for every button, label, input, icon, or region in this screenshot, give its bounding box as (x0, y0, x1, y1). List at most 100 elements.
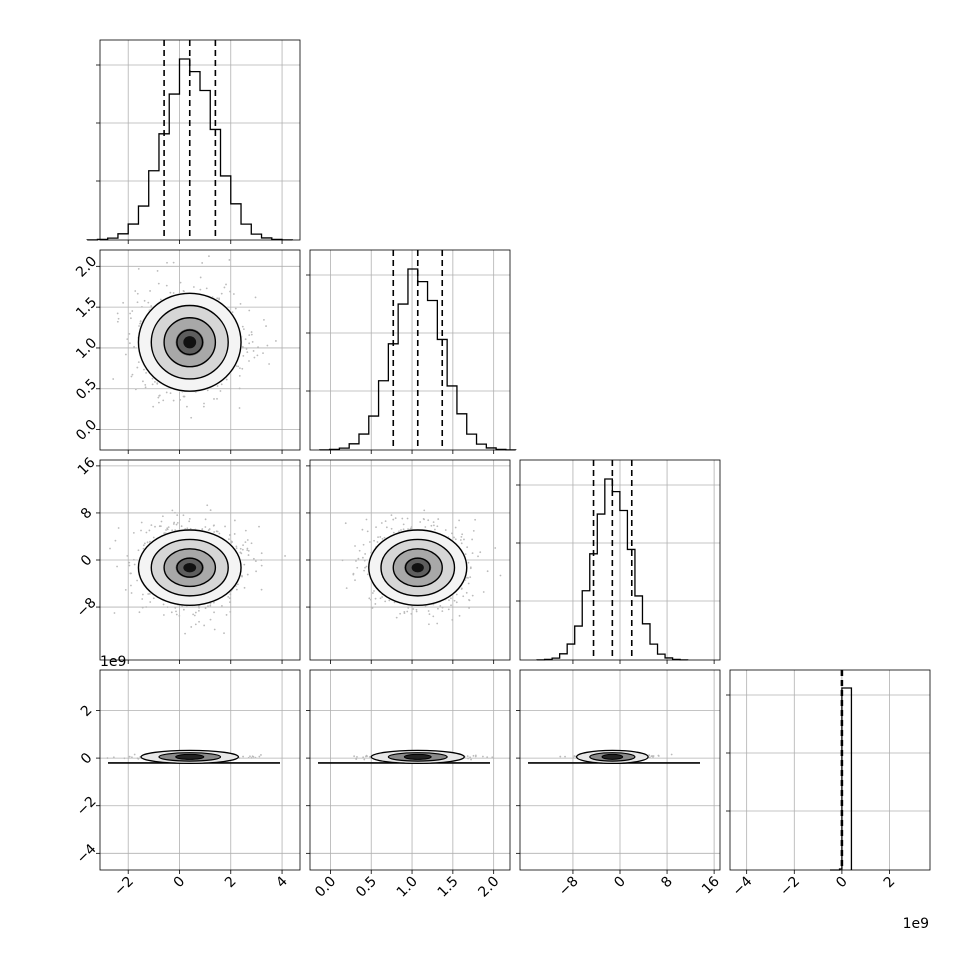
scatter-point (238, 757, 241, 759)
scatter-point (129, 312, 131, 315)
scatter-point (141, 606, 144, 609)
scatter-point (145, 531, 148, 534)
scatter-point (209, 604, 212, 607)
scatter-point (458, 614, 461, 617)
scatter-point (233, 533, 236, 535)
scatter-point (355, 560, 357, 562)
scatter-point (188, 520, 191, 523)
scatter-point (171, 529, 174, 532)
scatter-point (154, 525, 156, 528)
scatter-point (357, 557, 360, 560)
scatter-point (169, 291, 172, 294)
scatter-point (142, 380, 144, 383)
scatter-point (472, 530, 475, 532)
scatter-point (179, 398, 182, 401)
scatter-point (131, 373, 134, 376)
scatter-point (410, 612, 413, 615)
scatter-point (234, 307, 237, 310)
scatter-point (368, 541, 371, 543)
scatter-point (365, 755, 367, 758)
scatter-point (216, 385, 219, 387)
scatter-point (213, 628, 216, 631)
scatter-point (151, 377, 154, 380)
scatter-point (242, 755, 244, 758)
scatter-point (203, 624, 206, 627)
x-tick-label: −2 (777, 874, 803, 900)
scatter-point (240, 574, 243, 577)
hist-1-frame (309, 249, 511, 451)
scatter-point (403, 611, 406, 613)
x-ticks-0 (127, 660, 283, 664)
hist-0-frame (99, 39, 301, 241)
scatter-point (221, 605, 223, 607)
scatter-point (436, 622, 439, 625)
scatter-point (361, 556, 364, 559)
scatter-point (572, 756, 575, 759)
scatter-point (412, 608, 415, 610)
scatter-point (373, 539, 375, 542)
scatter-point (250, 331, 253, 333)
scatter-point (459, 539, 462, 541)
x-scale-label: 1e9 (903, 916, 929, 932)
x-ticks-3: −4 −2 0 2 (730, 870, 898, 900)
scatter-point (428, 623, 430, 626)
scatter-point (213, 611, 215, 614)
scatter-point (242, 354, 245, 357)
scatter-point (258, 525, 260, 528)
scatter-point (156, 382, 159, 385)
scatter-point (136, 292, 139, 295)
scatter-point (209, 602, 212, 605)
scatter-point (128, 561, 131, 564)
scatter-point (126, 555, 129, 557)
scatter-point (401, 517, 404, 520)
scatter-point (117, 527, 120, 529)
scatter-point (133, 753, 136, 756)
scatter-point (184, 632, 186, 635)
panel-3-1-grid (310, 670, 510, 870)
scatter-point (199, 276, 202, 279)
scatter-point (158, 394, 161, 397)
scatter-point (106, 757, 109, 759)
scatter-point (392, 531, 395, 534)
scatter-point (237, 365, 240, 368)
scatter-point (250, 757, 253, 759)
scatter-point (136, 301, 139, 304)
scatter-point (366, 530, 369, 533)
scatter-point (369, 598, 372, 601)
scatter-point (198, 620, 200, 623)
x-tick-label: 0.5 (353, 874, 380, 901)
scatter-point (180, 525, 183, 528)
scatter-point (128, 564, 131, 567)
scatter-point (356, 566, 359, 569)
scatter-point (244, 541, 247, 544)
scatter-point (254, 756, 257, 759)
scatter-point (201, 528, 204, 530)
scatter-point (437, 607, 439, 610)
scatter-point (128, 332, 131, 335)
scatter-point (134, 388, 137, 391)
scatter-point (450, 597, 452, 600)
scatter-point (128, 342, 131, 345)
scatter-point (363, 569, 365, 572)
scatter-point (228, 538, 230, 541)
scatter-point (205, 287, 208, 290)
scatter-point (381, 537, 384, 540)
scatter-point (141, 593, 144, 596)
scatter-point (384, 520, 387, 523)
scatter-point (140, 529, 142, 532)
scatter-point (469, 756, 472, 759)
scatter-point (114, 539, 117, 542)
scatter-point (250, 542, 253, 545)
hist-0-grid (100, 40, 300, 240)
scatter-point (258, 755, 261, 758)
scatter-point (218, 297, 220, 300)
scatter-point (363, 758, 366, 761)
scatter-point (144, 384, 147, 386)
scatter-point (437, 518, 440, 520)
scatter-point (422, 517, 425, 520)
scatter-point (241, 367, 244, 370)
scatter-point (427, 519, 430, 522)
x-ticks-2: −8 0 8 16 (556, 870, 723, 899)
density-level (183, 562, 197, 573)
